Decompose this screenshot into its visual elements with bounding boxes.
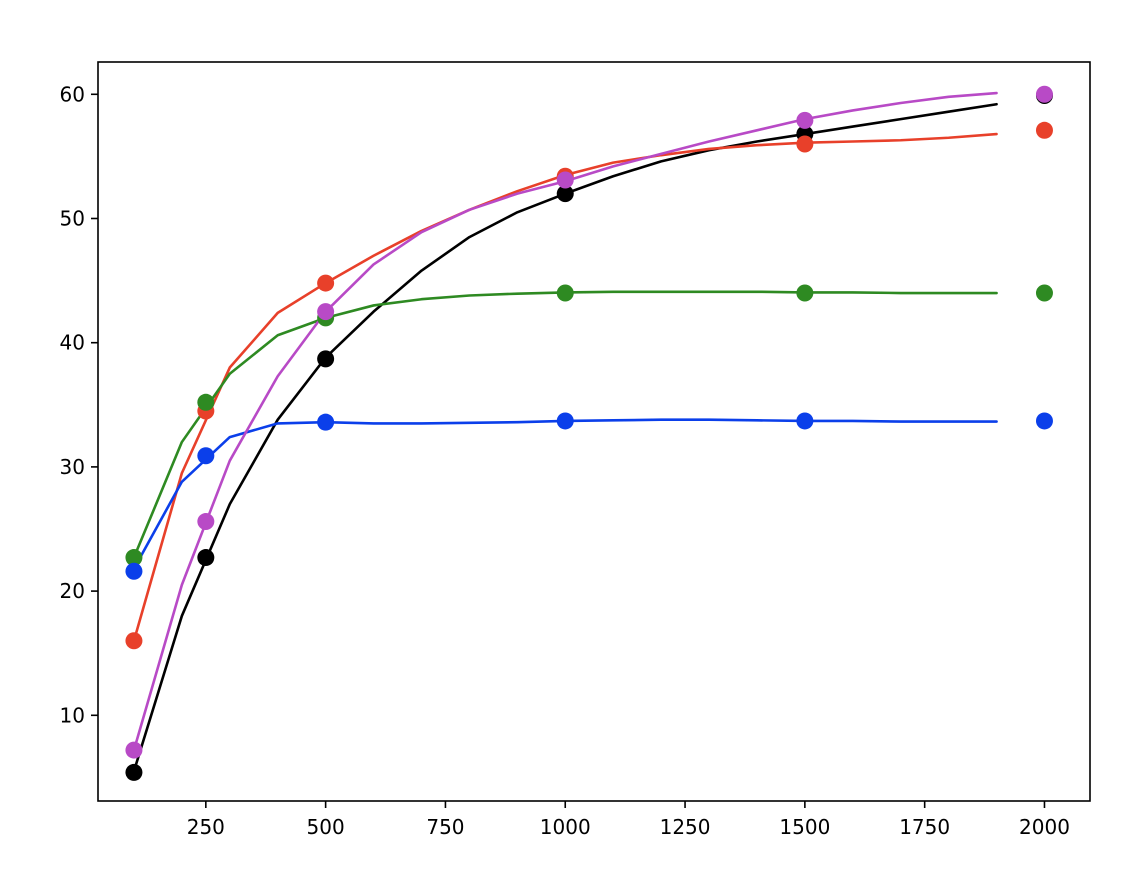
series-3-point (1035, 284, 1053, 302)
series-2-point (317, 274, 335, 292)
series-4-point (796, 412, 814, 430)
series-3-point (796, 284, 814, 302)
x-axis: 250 500 750 1000 1250 1500 1750 2000 (187, 801, 1070, 839)
series-5-point (556, 171, 574, 189)
series-1-point (125, 763, 143, 781)
series-2-point (1035, 121, 1053, 139)
x-tick-label: 1500 (779, 815, 830, 839)
series-3-point (125, 549, 143, 567)
series-1-line (132, 102, 998, 773)
y-tick-label: 40 (60, 331, 85, 355)
y-axis: 10 20 30 40 50 60 (60, 82, 98, 727)
x-tick-label: 750 (426, 815, 464, 839)
series-4-line (132, 418, 998, 571)
series-2-line (132, 132, 998, 643)
series-4-point (556, 412, 574, 430)
series-5-point (317, 303, 335, 321)
series-5-point (125, 741, 143, 759)
x-tick-label: 500 (307, 815, 345, 839)
y-tick-label: 20 (60, 579, 85, 603)
series-3-point (556, 284, 574, 302)
x-tick-label: 2000 (1019, 815, 1070, 839)
series-1-point (317, 350, 335, 368)
x-tick-label: 1000 (540, 815, 591, 839)
series-4-point (197, 447, 215, 465)
plot-area (125, 85, 1053, 781)
series-3-point (197, 393, 215, 411)
series-4-point (1035, 412, 1053, 430)
x-tick-label: 250 (187, 815, 225, 839)
y-tick-label: 50 (60, 206, 85, 230)
y-tick-label: 30 (60, 455, 85, 479)
series-1-point (197, 549, 215, 567)
series-5-point (197, 513, 215, 531)
y-tick-label: 10 (60, 703, 85, 727)
series-2-point (125, 632, 143, 650)
y-tick-label: 60 (60, 82, 85, 106)
series-1-point (556, 185, 574, 203)
x-tick-label: 1250 (660, 815, 711, 839)
axes-frame (97, 61, 1091, 802)
series-2-point (796, 135, 814, 153)
series-5-point (1035, 85, 1053, 103)
series-4-point (125, 562, 143, 580)
series-5-point (796, 111, 814, 129)
x-tick-label: 1750 (899, 815, 950, 839)
series-4-point (317, 413, 335, 431)
